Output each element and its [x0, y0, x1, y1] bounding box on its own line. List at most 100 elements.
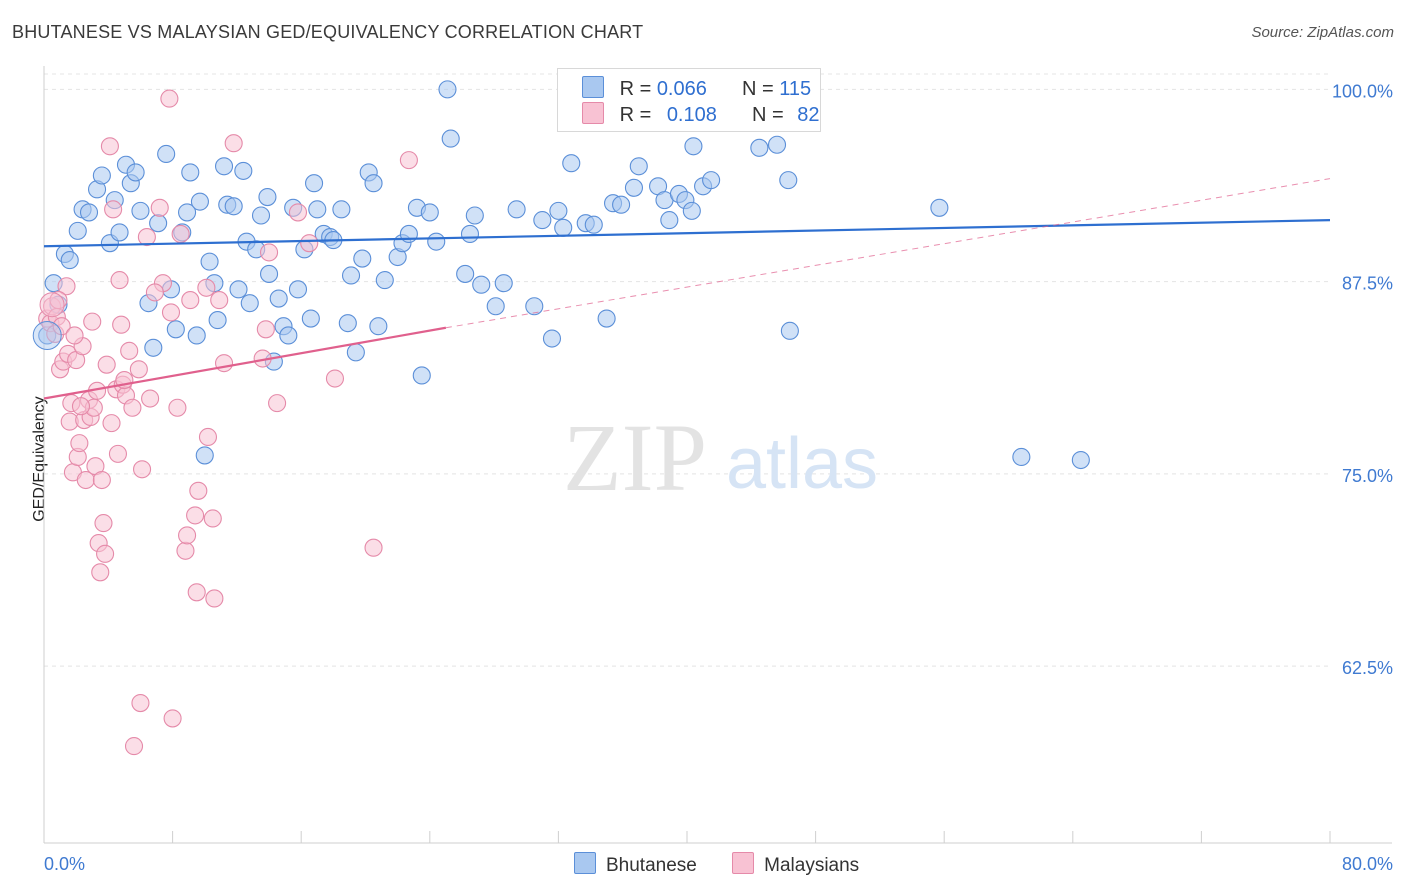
data-point-bhutanese — [79, 203, 99, 222]
data-point-bhutanese — [702, 171, 721, 190]
x-tick-label: 0.0% — [44, 854, 85, 874]
data-point-bhutanese — [507, 200, 526, 219]
data-point-malaysians — [224, 134, 243, 153]
data-point-malaysians — [94, 514, 113, 533]
data-point-bhutanese — [200, 252, 219, 271]
data-point-malaysians — [137, 227, 156, 247]
data-point-bhutanese — [332, 200, 351, 219]
data-point-bhutanese — [269, 289, 288, 308]
data-point-bhutanese — [301, 309, 320, 328]
data-point-bhutanese — [549, 201, 568, 220]
series-label: Malaysians — [764, 855, 860, 876]
data-point-malaysians — [92, 470, 111, 490]
data-point-bhutanese — [229, 280, 248, 299]
data-point-bhutanese — [181, 163, 200, 182]
data-point-bhutanese — [240, 294, 259, 313]
series-legend-bhutanese[interactable]: Bhutanese — [574, 852, 697, 877]
data-point-malaysians — [112, 315, 131, 334]
data-point-malaysians — [123, 398, 142, 417]
data-point-malaysians — [189, 481, 208, 500]
legend-n-label: N = — [752, 104, 784, 126]
data-point-malaysians — [214, 354, 234, 373]
data-point-bhutanese — [308, 200, 327, 219]
data-point-malaysians — [141, 389, 160, 408]
axes-layer — [43, 66, 1392, 844]
data-point-bhutanese — [554, 218, 573, 237]
y-tick-label: 75.0% — [1342, 466, 1393, 486]
data-point-malaysians — [57, 277, 76, 296]
data-point-malaysians — [210, 291, 229, 310]
data-point-bhutanese — [542, 329, 562, 348]
data-point-malaysians — [133, 460, 152, 479]
legend-r-value: 0.108 — [666, 104, 717, 126]
data-point-malaysians — [120, 341, 139, 360]
legend-row-bhutanese: R = 0.066 N = 115 — [582, 76, 811, 104]
data-point-malaysians — [259, 243, 279, 262]
data-point-bhutanese — [427, 232, 446, 251]
legend-n-value: 82 — [797, 104, 820, 126]
data-point-bhutanese — [178, 203, 197, 222]
legend-r-label: R = — [619, 78, 652, 100]
data-point-malaysians — [131, 693, 150, 713]
data-point-malaysians — [171, 224, 190, 244]
data-point-malaysians — [83, 312, 102, 331]
data-point-bhutanese — [234, 161, 253, 180]
series-legend-malaysians[interactable]: Malaysians — [732, 852, 859, 877]
data-point-malaysians — [91, 563, 110, 582]
data-point-bhutanese — [930, 198, 949, 217]
data-point-malaysians — [71, 397, 91, 416]
data-point-malaysians — [197, 278, 216, 297]
data-point-bhutanese — [259, 264, 279, 283]
data-point-malaysians — [150, 198, 169, 217]
data-point-bhutanese — [584, 215, 603, 234]
data-point-bhutanese — [346, 343, 365, 362]
data-point-bhutanese — [629, 157, 648, 176]
data-point-bhutanese — [779, 171, 798, 190]
data-point-malaysians — [163, 709, 182, 728]
data-point-bhutanese — [126, 163, 145, 182]
watermark-atlas: atlas — [726, 424, 878, 504]
data-point-bhutanese — [412, 366, 431, 385]
data-point-bhutanese — [157, 144, 176, 164]
data-point-malaysians-large — [39, 292, 65, 318]
legend-r-label: R = — [619, 104, 652, 126]
data-point-bhutanese — [60, 251, 79, 270]
data-point-bhutanese — [110, 223, 129, 242]
data-point-bhutanese — [780, 321, 799, 340]
data-point-malaysians — [187, 583, 206, 602]
data-point-malaysians — [205, 589, 224, 608]
data-point-bhutanese — [208, 311, 227, 330]
data-point-malaysians — [198, 427, 218, 447]
grid-layer — [44, 73, 1330, 667]
data-point-bhutanese — [767, 135, 787, 154]
data-point-bhutanese — [612, 195, 631, 214]
data-point-malaysians — [176, 541, 195, 560]
y-tick-label: 62.5% — [1342, 658, 1393, 678]
data-point-bhutanese — [1071, 450, 1090, 470]
data-point-bhutanese — [525, 297, 544, 316]
data-point-bhutanese — [166, 320, 185, 339]
data-point-bhutanese — [131, 201, 150, 220]
data-point-malaysians — [186, 506, 205, 525]
data-point-malaysians — [97, 355, 116, 374]
data-point-malaysians — [110, 271, 129, 290]
x-tick-label: 80.0% — [1342, 854, 1393, 874]
data-point-malaysians — [65, 326, 84, 345]
data-point-malaysians — [256, 320, 275, 339]
stats-legend: R = 0.066 N = 115 R = 0.108 N = 82 — [557, 68, 821, 132]
data-point-bhutanese — [92, 166, 111, 185]
legend-n-value: 115 — [779, 78, 812, 100]
data-point-malaysians — [181, 291, 200, 310]
data-point-bhutanese — [224, 197, 243, 216]
points-layer — [32, 80, 1090, 756]
legend-row-malaysians: R = 0.108 N = 82 — [582, 102, 820, 130]
series-legend: Bhutanese Malaysians — [574, 852, 889, 877]
series-malaysians — [38, 89, 418, 756]
data-point-bhutanese — [486, 297, 505, 316]
data-point-bhutanese — [288, 280, 308, 299]
data-point-bhutanese — [660, 211, 679, 230]
series-label: Bhutanese — [606, 855, 697, 876]
data-point-bhutanese — [465, 206, 484, 225]
data-point-bhutanese — [438, 80, 457, 99]
series-swatch-bhutanese — [574, 852, 596, 874]
